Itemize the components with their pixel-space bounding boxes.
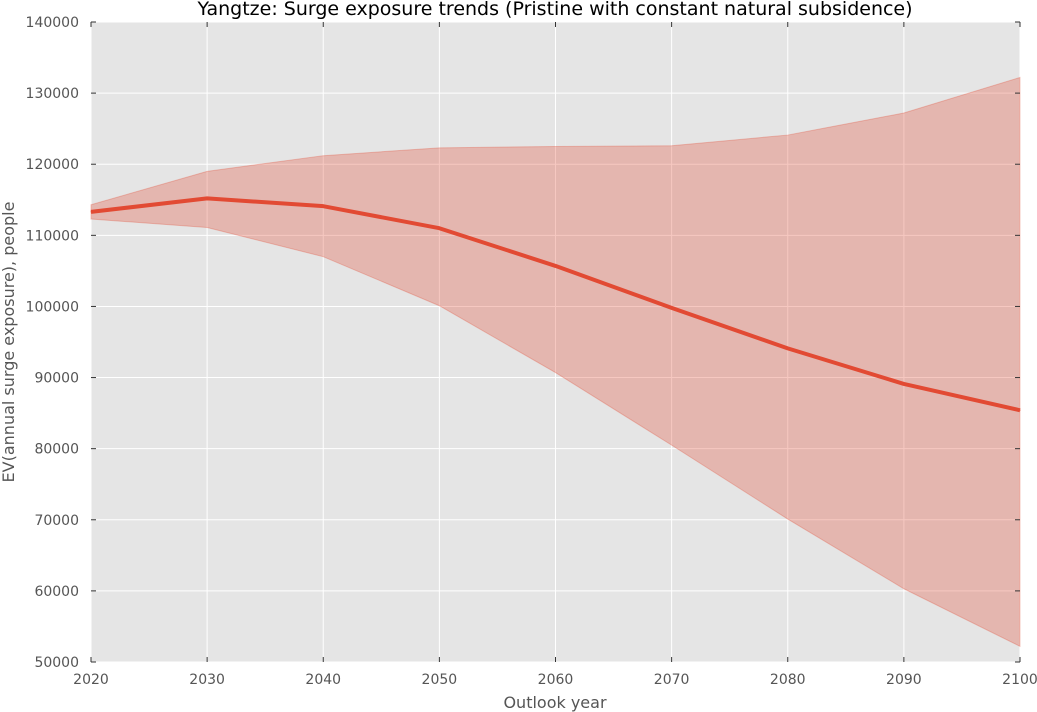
data-point (1019, 409, 1021, 411)
data-point (787, 347, 789, 349)
y-tick-label: 100000 (26, 299, 79, 315)
y-tick-label: 120000 (26, 157, 79, 173)
y-tick-label: 60000 (34, 584, 79, 600)
data-point (90, 211, 92, 213)
data-point (671, 307, 673, 309)
line-layer (90, 196, 1021, 413)
data-point (322, 205, 324, 207)
y-tick-label: 130000 (26, 86, 79, 102)
y-tick-label: 90000 (34, 371, 79, 387)
data-point (438, 227, 440, 229)
y-axis-label: EV(annual surge exposure), people (0, 202, 18, 483)
y-tick-label: 50000 (34, 655, 79, 671)
band-layer (90, 76, 1021, 648)
x-tick-label: 2100 (1002, 672, 1037, 688)
y-axis-ticks: 50000 60000 70000 80000 90000 100000 110000 120… (26, 15, 1020, 671)
x-tick-label: 2050 (422, 672, 458, 688)
x-axis-label: Outlook year (503, 693, 607, 712)
uncertainty-band (90, 76, 1021, 648)
y-tick-label: 80000 (34, 442, 79, 458)
x-tick-label: 2080 (770, 672, 806, 688)
data-point (555, 265, 556, 267)
y-tick-label: 110000 (26, 228, 79, 244)
data-point (206, 197, 208, 199)
x-axis-ticks: 2020 2030 2040 2050 2060 2070 2080 2090 2100 (73, 22, 1037, 688)
x-tick-label: 2090 (886, 672, 922, 688)
x-tick-label: 2040 (305, 672, 341, 688)
x-tick-label: 2060 (538, 672, 574, 688)
x-tick-label: 2070 (654, 672, 690, 688)
x-tick-label: 2030 (189, 672, 225, 688)
chart-title: Yangtze: Surge exposure trends (Pristine… (196, 0, 912, 20)
data-point (903, 383, 905, 385)
y-tick-label: 140000 (26, 15, 79, 31)
y-tick-label: 70000 (34, 513, 79, 529)
x-tick-label: 2020 (73, 672, 109, 688)
